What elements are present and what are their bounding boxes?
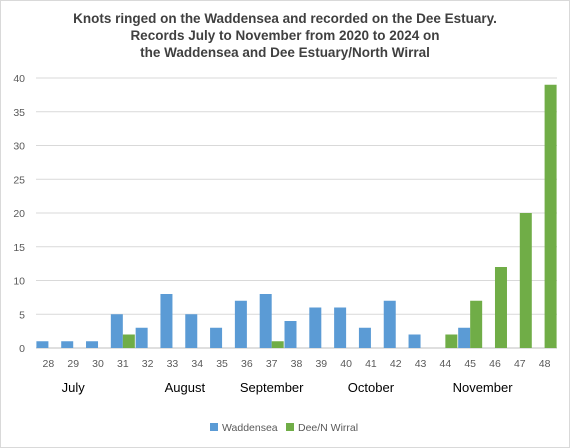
legend-swatch-dee <box>286 423 294 431</box>
x-tick-label-48: 48 <box>539 358 551 370</box>
y-tick-label-20: 20 <box>13 208 25 220</box>
x-axis-ticks: 28 29 30 31 32 33 34 35 36 37 38 39 40 41 42 43 44 45 46 47… <box>43 358 551 370</box>
legend-label-dee: Dee/N Wirral <box>298 422 358 434</box>
bar-waddensea-30 <box>86 341 99 348</box>
x-tick-label-37: 37 <box>266 358 278 370</box>
bar-waddensea-35 <box>210 327 223 348</box>
month-labels: July August September October November <box>62 380 514 395</box>
y-tick-label-15: 15 <box>13 242 25 254</box>
bar-waddensea-36 <box>234 300 247 348</box>
x-tick-label-41: 41 <box>365 358 377 370</box>
x-tick-label-45: 45 <box>464 358 476 370</box>
bar-dee-37 <box>271 341 284 348</box>
bar-waddensea-39 <box>309 307 322 348</box>
x-tick-label-47: 47 <box>514 358 526 370</box>
bar-dee-47 <box>519 213 532 348</box>
bar-waddensea-29 <box>61 341 74 348</box>
month-label-october: October <box>348 380 395 395</box>
month-label-september: September <box>240 380 304 395</box>
bar-waddensea-42 <box>383 300 396 348</box>
x-tick-label-44: 44 <box>440 358 452 370</box>
month-label-november: November <box>453 380 514 395</box>
bar-waddensea-37 <box>259 294 272 348</box>
x-tick-label-28: 28 <box>43 358 55 370</box>
x-tick-label-30: 30 <box>92 358 104 370</box>
bar-dee-44 <box>445 334 458 348</box>
y-tick-label-10: 10 <box>13 276 25 288</box>
bar-waddensea-31 <box>110 314 123 348</box>
bar-waddensea-45 <box>458 327 471 348</box>
x-tick-label-34: 34 <box>191 358 203 370</box>
y-axis-ticks: 0 5 10 15 20 25 30 35 40 <box>13 73 25 355</box>
bar-waddensea-38 <box>284 321 297 348</box>
bar-dee-46 <box>494 267 507 348</box>
chart-title: Knots ringed on the Waddensea and record… <box>73 11 497 60</box>
y-tick-label-5: 5 <box>19 309 25 321</box>
bars <box>36 84 557 348</box>
y-tick-label-35: 35 <box>13 107 25 119</box>
chart-title-line-2: Records July to November from 2020 to 20… <box>130 28 439 43</box>
legend: Waddensea Dee/N Wirral <box>210 422 358 434</box>
bar-dee-45 <box>470 300 483 348</box>
bar-dee-31 <box>122 334 135 348</box>
x-tick-label-46: 46 <box>489 358 501 370</box>
x-tick-label-36: 36 <box>241 358 253 370</box>
bar-waddensea-43 <box>408 334 421 348</box>
bar-dee-48 <box>544 84 557 348</box>
bar-waddensea-32 <box>135 327 148 348</box>
x-tick-label-31: 31 <box>117 358 129 370</box>
y-tick-label-30: 30 <box>13 141 25 153</box>
x-tick-label-39: 39 <box>315 358 327 370</box>
bar-waddensea-28 <box>36 341 49 348</box>
chart-title-line-1: Knots ringed on the Waddensea and record… <box>73 11 497 26</box>
x-tick-label-29: 29 <box>67 358 79 370</box>
y-tick-label-25: 25 <box>13 174 25 186</box>
legend-swatch-waddensea <box>210 423 218 431</box>
y-tick-label-40: 40 <box>13 73 25 85</box>
x-tick-label-33: 33 <box>167 358 179 370</box>
y-tick-label-0: 0 <box>19 343 25 355</box>
x-tick-label-43: 43 <box>415 358 427 370</box>
legend-label-waddensea: Waddensea <box>222 422 278 434</box>
month-label-july: July <box>62 380 86 395</box>
x-tick-label-38: 38 <box>291 358 303 370</box>
chart-title-line-3: the Waddensea and Dee Estuary/North Wirr… <box>140 45 430 60</box>
bar-waddensea-33 <box>160 294 173 348</box>
x-tick-label-42: 42 <box>390 358 402 370</box>
bar-waddensea-34 <box>185 314 198 348</box>
x-tick-label-40: 40 <box>340 358 352 370</box>
month-label-august: August <box>165 380 206 395</box>
bar-waddensea-40 <box>334 307 347 348</box>
x-tick-label-35: 35 <box>216 358 228 370</box>
bar-waddensea-41 <box>358 327 371 348</box>
x-tick-label-32: 32 <box>142 358 154 370</box>
